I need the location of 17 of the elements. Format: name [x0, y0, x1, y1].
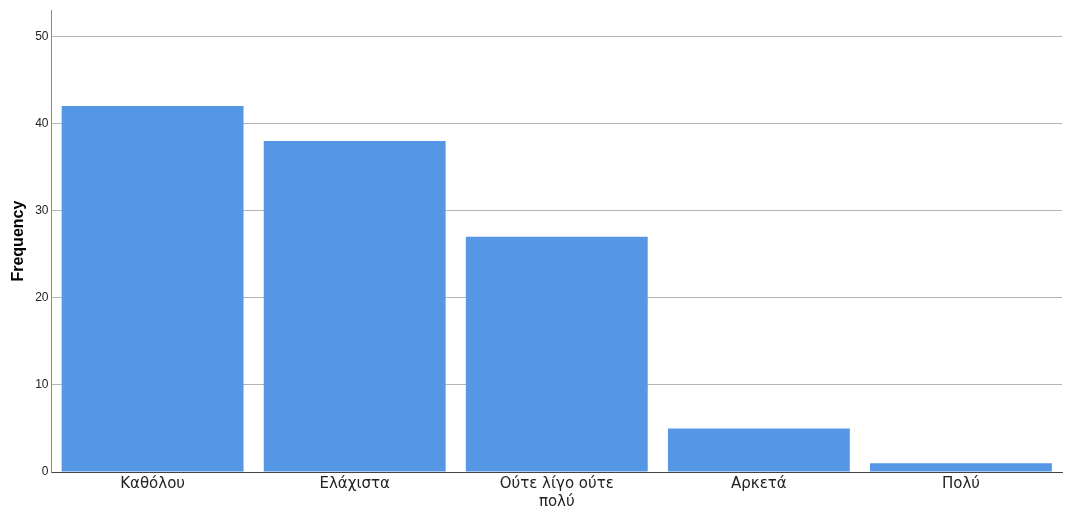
bar: [465, 236, 648, 472]
x-tick-label: Καθόλου: [120, 473, 185, 492]
bar: [667, 428, 850, 472]
bar: [263, 140, 446, 472]
y-axis-title: Frequency: [9, 200, 27, 282]
y-tick-label: 20: [35, 290, 49, 305]
y-tick-label: 0: [41, 464, 49, 479]
x-tick-label: Αρκετά: [731, 473, 787, 492]
bar: [870, 463, 1052, 472]
bar: [61, 106, 244, 472]
y-tick-label: 10: [35, 377, 49, 392]
y-tick-label: 50: [35, 28, 49, 43]
y-tick-label: 30: [35, 202, 49, 217]
x-tick-label: Πολύ: [941, 473, 980, 492]
y-tick-label: 40: [35, 115, 49, 130]
x-tick-label: Ούτε λίγο ούτε πολύ: [499, 473, 614, 510]
x-tick-label: Ελάχιστα: [319, 473, 390, 492]
